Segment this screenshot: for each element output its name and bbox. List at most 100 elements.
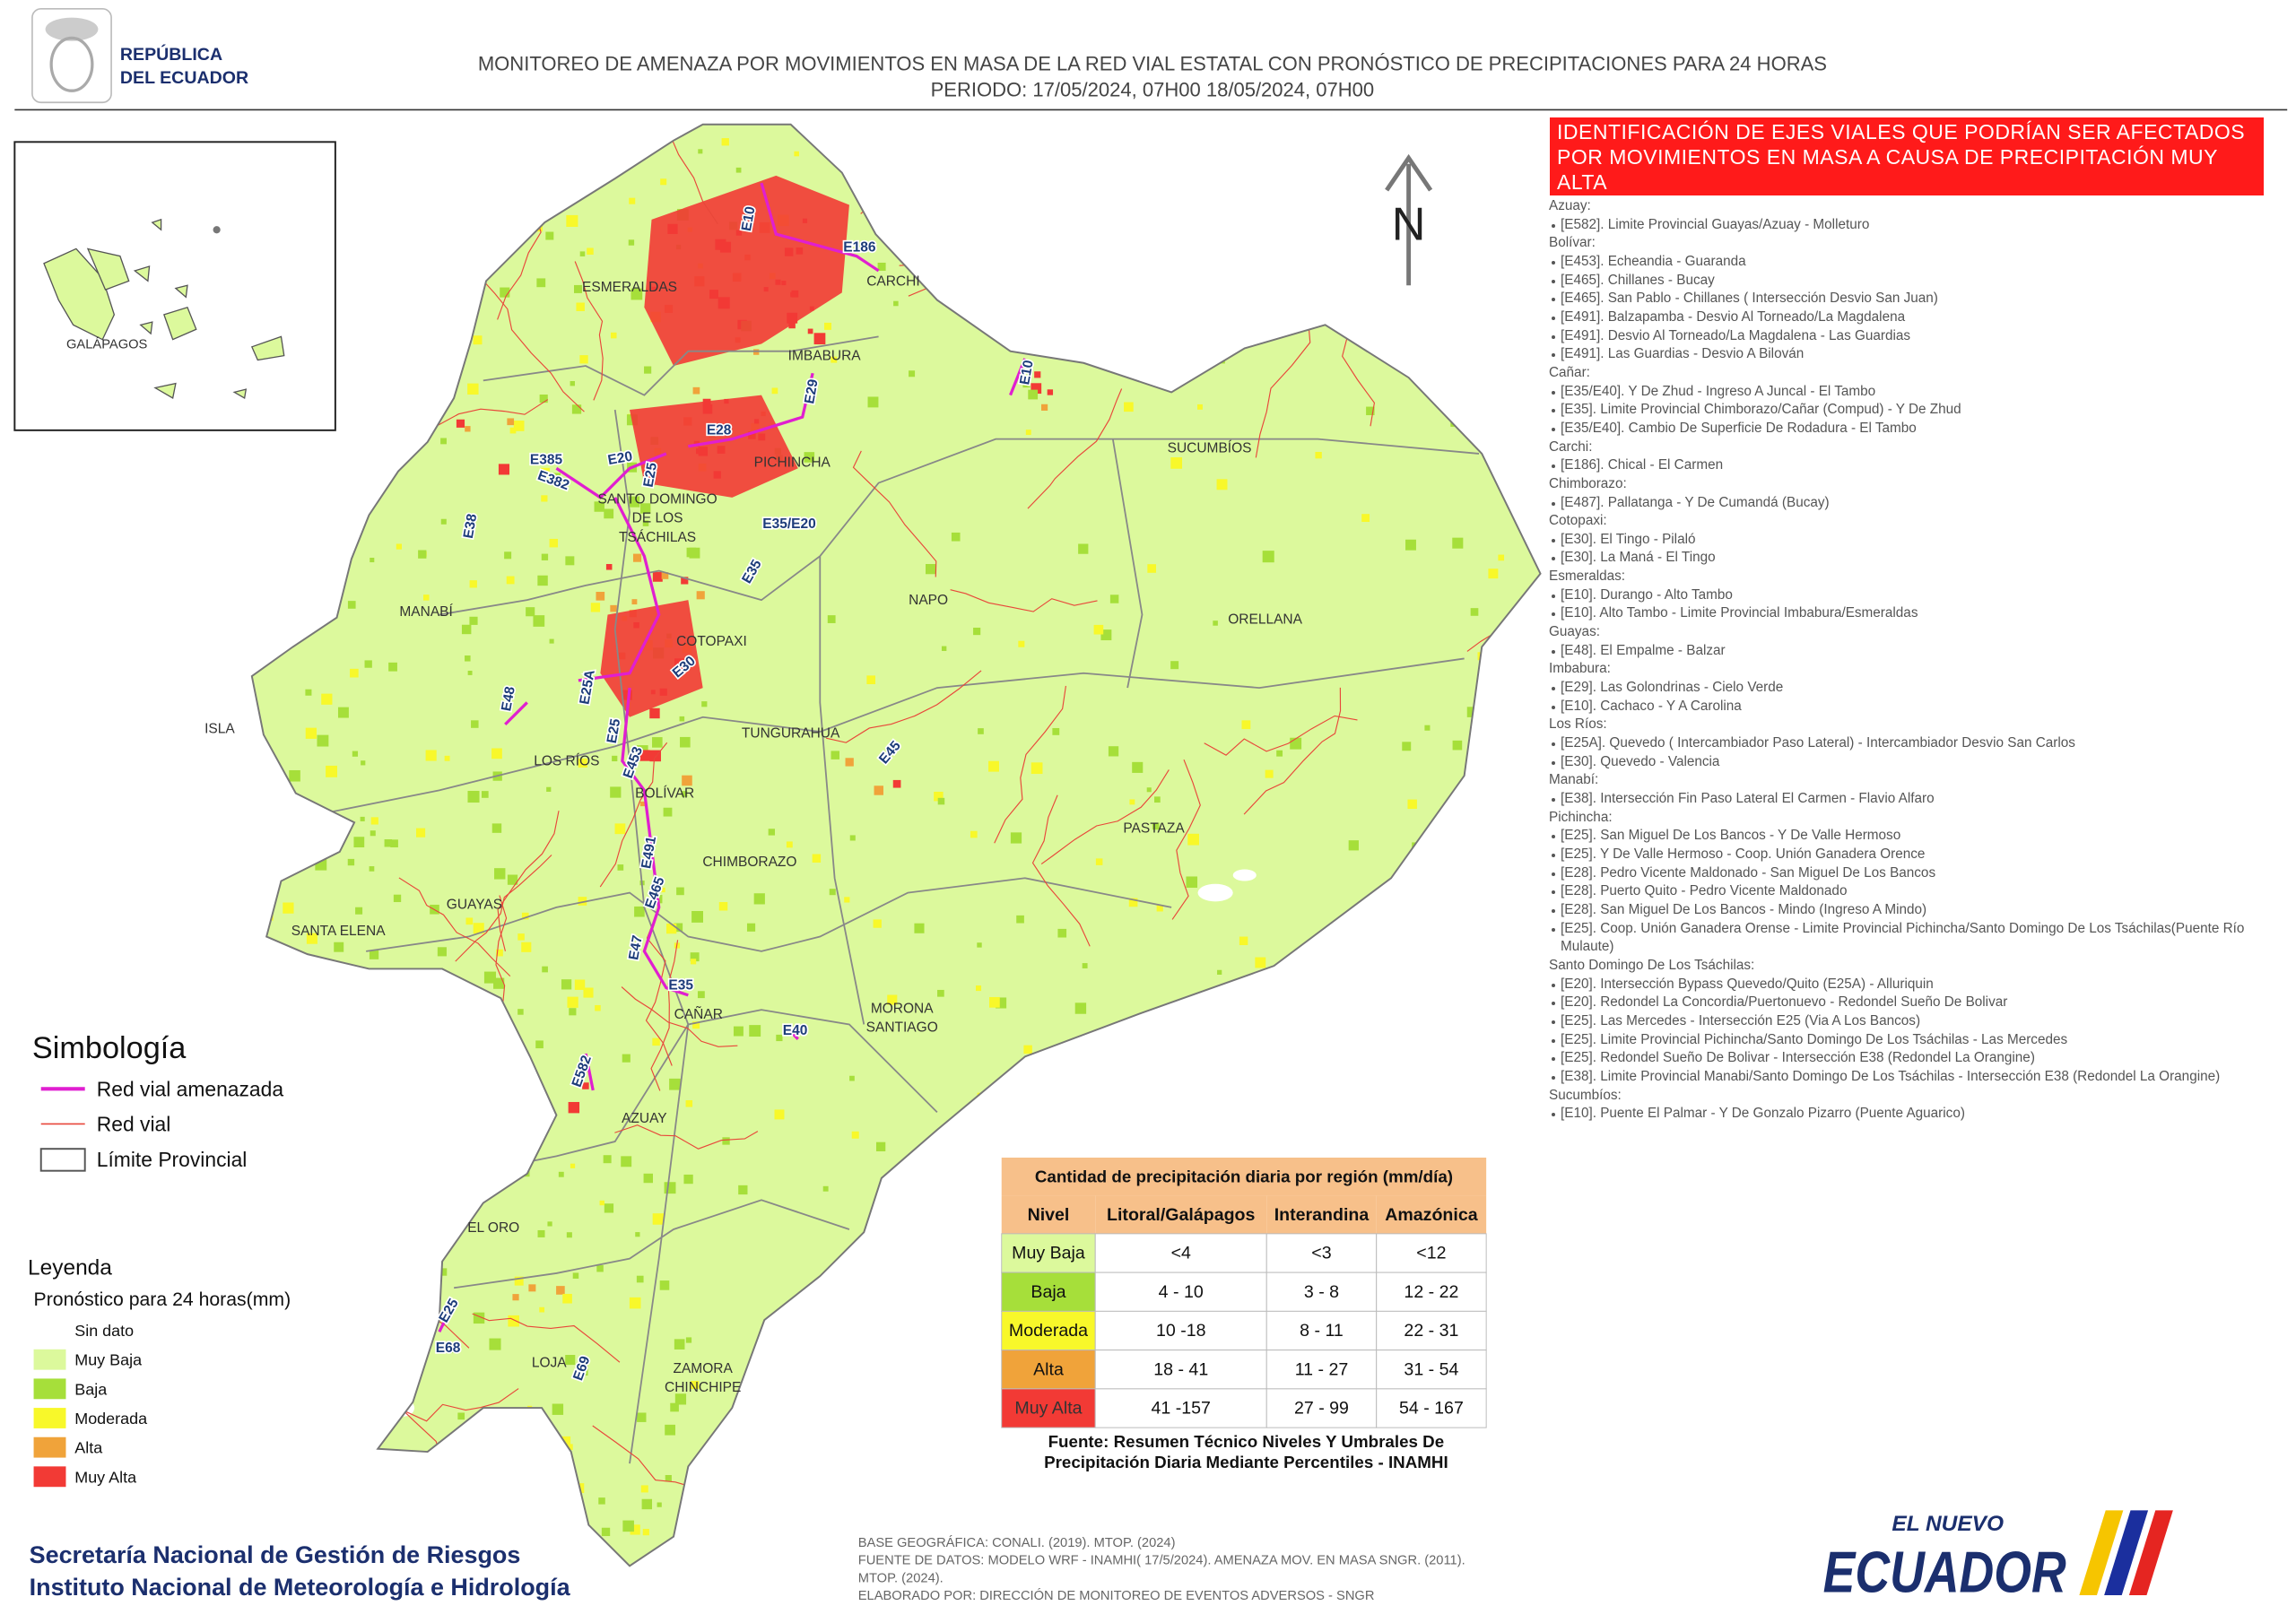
- precip-cell: [448, 190, 458, 201]
- precip-cell: [1010, 832, 1022, 844]
- precip-cell: [849, 835, 856, 841]
- precip-cell: [418, 1186, 426, 1194]
- precip-cell: [510, 133, 521, 143]
- table-cell: [1094, 1310, 1267, 1351]
- precip-cell: [545, 1440, 556, 1452]
- road: [950, 589, 1098, 612]
- road-item: [E25]. Y De Valle Hermoso - Coop. Unión …: [1549, 846, 2277, 864]
- precip-cell: [1022, 379, 1031, 388]
- precip-cell: [357, 1380, 367, 1390]
- precip-cell: [1059, 293, 1071, 305]
- precip-cell: [631, 125, 639, 133]
- precip-cell: [1052, 727, 1060, 735]
- precip-cell: [700, 1508, 711, 1520]
- table-cell: [1376, 1388, 1487, 1428]
- precip-cell: [307, 1020, 312, 1025]
- region-label: IMBABURA: [788, 348, 862, 363]
- region-label: CAÑAR: [674, 1007, 723, 1022]
- precip-cell: [1034, 371, 1041, 378]
- road: [574, 261, 604, 401]
- precip-cell: [1170, 457, 1183, 469]
- precip-cell: [831, 751, 839, 759]
- precip-cell: [507, 874, 518, 885]
- province-boundary: [819, 556, 865, 1025]
- precip-cell: [408, 1119, 419, 1130]
- precip-cell: [251, 1034, 262, 1045]
- precip-cell: [288, 1202, 293, 1207]
- road: [826, 670, 982, 743]
- precip-cell: [469, 616, 478, 625]
- precip-cell: [350, 1323, 361, 1334]
- precip-cell: [923, 263, 932, 273]
- precip-cell: [629, 496, 640, 508]
- precip-cell: [652, 571, 663, 582]
- road: [1222, 970, 1265, 1132]
- precip-cell: [529, 1562, 539, 1567]
- precip-cell: [504, 551, 512, 560]
- precip-cell: [1108, 746, 1119, 757]
- precip-cell: [416, 1111, 429, 1123]
- precip-cell: [701, 701, 708, 707]
- table-cell: [1376, 1350, 1487, 1390]
- logo-shield: [49, 36, 94, 92]
- precip-cell: [974, 1338, 987, 1350]
- precip-cell: [346, 438, 353, 445]
- precip-cell: [643, 1173, 653, 1184]
- road-item: [E35/E40]. Y De Zhud - Ingreso A Juncal …: [1549, 383, 2277, 402]
- legend-swatch: [33, 1436, 66, 1458]
- precip-cell: [537, 147, 545, 155]
- precip-cell: [1074, 324, 1081, 331]
- table-cell: [1001, 1310, 1096, 1351]
- precip-cell: [866, 675, 876, 685]
- province-heading: Esmeraldas:: [1549, 568, 1626, 585]
- precip-cell: [346, 1008, 352, 1013]
- precip-cell: [467, 383, 479, 395]
- precip-cell: [369, 950, 379, 959]
- precip-cell: [355, 907, 363, 915]
- precip-cell: [960, 204, 968, 213]
- precip-cell: [1535, 451, 1541, 464]
- precip-cell: [650, 898, 656, 905]
- precip-cell: [341, 252, 352, 265]
- precip-cell: [264, 1381, 274, 1391]
- precip-cell: [1201, 1001, 1207, 1008]
- province-heading: Manabí:: [1549, 772, 1599, 788]
- precip-cell: [1170, 661, 1179, 670]
- country-outline: [250, 123, 1542, 1567]
- road: [908, 208, 1039, 297]
- island: [232, 388, 248, 399]
- precip-cell: [351, 325, 360, 334]
- precip-cell: [872, 1515, 884, 1528]
- precip-cell: [674, 923, 683, 933]
- table-value: Moderada: [1009, 1321, 1088, 1341]
- precip-cell: [1424, 725, 1431, 731]
- precip-cell: [631, 288, 643, 300]
- precip-cell: [546, 786, 552, 792]
- precip-cell: [514, 1488, 525, 1499]
- period: PERIODO: 17/05/2024, 07H00 18/05/2024, 0…: [931, 79, 1375, 101]
- precip-cell: [639, 750, 650, 761]
- precip-cell: [1366, 406, 1375, 416]
- inset-islands: [43, 218, 285, 399]
- precip-cell: [508, 1315, 519, 1327]
- precip-cell: [425, 750, 437, 761]
- precip-cell: [630, 1524, 640, 1535]
- precip-cell: [674, 1393, 687, 1405]
- region-label: MANABÍ: [399, 604, 453, 620]
- precip-cell: [540, 467, 550, 478]
- table-cell: [1001, 1233, 1096, 1273]
- precip-cell: [776, 1034, 783, 1042]
- precip-cell: [541, 553, 549, 560]
- symbol-boundary: [39, 1148, 86, 1172]
- precip-cell: [1180, 1537, 1187, 1543]
- region-label: GUAYAS: [447, 898, 502, 913]
- road-item: [E20]. Redondel La Concordia/Puertonuevo…: [1549, 994, 2277, 1012]
- precip-cell: [628, 239, 635, 246]
- precip-cell: [498, 464, 509, 475]
- precip-cell: [578, 1549, 586, 1558]
- threatened-road: [782, 1023, 799, 1040]
- road: [994, 685, 1066, 844]
- province-heading: Guayas:: [1549, 624, 1600, 640]
- table-value: 31 - 54: [1404, 1359, 1458, 1379]
- logo-text: DEL ECUADOR: [120, 68, 248, 88]
